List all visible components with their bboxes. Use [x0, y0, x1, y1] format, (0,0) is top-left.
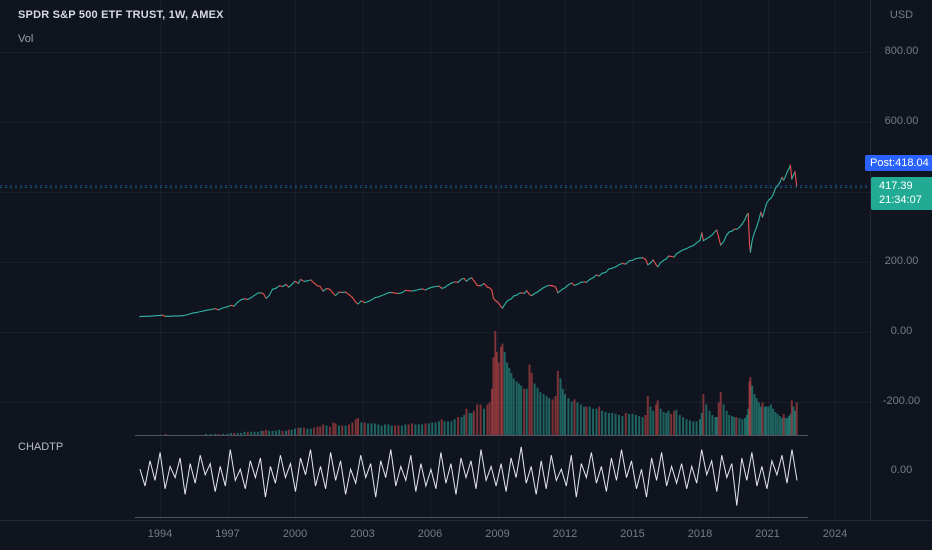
time-tick-label: 2024: [822, 528, 848, 540]
time-tick-label: 2003: [350, 528, 375, 540]
time-tick-label: 2009: [485, 528, 510, 540]
symbol-title[interactable]: SPDR S&P 500 ETF TRUST, 1W, AMEX: [18, 9, 224, 21]
time-axis[interactable]: 1994 1997 2000 2003 2006 2009 2012 2015 2018 2021…: [0, 520, 932, 550]
chart-legend: SPDR S&P 500 ETF TRUST, 1W, AMEX Vol: [18, 9, 224, 45]
price-series: [139, 164, 798, 318]
currency-label: USD: [889, 9, 914, 21]
post-market-price-badge: Post: 418.04: [865, 155, 932, 171]
chart-area[interactable]: SPDR S&P 500 ETF TRUST, 1W, AMEX Vol CHA…: [0, 0, 870, 520]
chart-canvas[interactable]: [0, 0, 870, 520]
time-tick-label: 2000: [282, 528, 308, 540]
price-axis[interactable]: USD Post: 418.04 417.39 21:34:07 800.00 6…: [865, 0, 932, 520]
chadtp-indicator-label[interactable]: CHADTP: [18, 441, 64, 453]
grid-lines: [0, 0, 870, 520]
volume-indicator-label[interactable]: Vol: [18, 33, 34, 45]
price-tick-label: 600.00: [884, 115, 919, 127]
price-tick-label: 800.00: [884, 45, 919, 57]
post-market-label: Post:: [870, 157, 896, 169]
last-price-badge: 417.39 21:34:07: [871, 177, 932, 210]
post-market-price: 418.04: [895, 157, 929, 169]
time-tick-label: 2018: [687, 528, 713, 540]
last-price: 417.39: [879, 180, 913, 192]
time-tick-label: 2012: [552, 528, 578, 540]
time-tick-label: 1997: [215, 528, 240, 540]
time-tick-label: 2021: [755, 528, 780, 540]
oscillator-zero-label: 0.00: [890, 464, 913, 476]
time-tick-label: 1994: [147, 528, 173, 540]
volume-series: [138, 331, 798, 437]
time-tick-label: 2015: [620, 528, 645, 540]
price-tick-label: -200.00: [882, 395, 921, 407]
chadtp-series: [139, 446, 798, 506]
price-tick-label: 0.00: [890, 325, 913, 337]
price-tick-label: 200.00: [884, 255, 919, 267]
market-close-countdown: 21:34:07: [879, 194, 922, 206]
time-tick-label: 2006: [417, 528, 443, 540]
